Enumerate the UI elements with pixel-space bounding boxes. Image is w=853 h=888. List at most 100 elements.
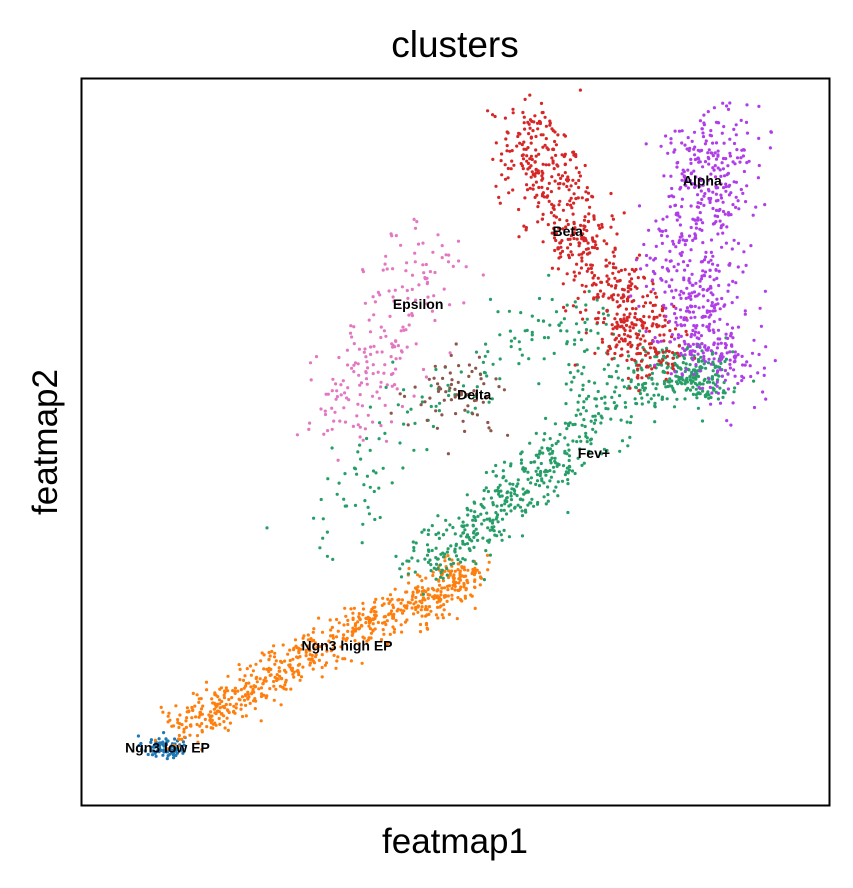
scatter-point — [410, 594, 415, 599]
scatter-point — [559, 245, 563, 249]
scatter-point — [486, 420, 490, 425]
scatter-point — [369, 352, 373, 356]
scatter-point — [507, 309, 511, 313]
scatter-point — [436, 382, 440, 386]
scatter-point — [581, 383, 585, 387]
scatter-point — [362, 350, 366, 354]
scatter-point — [613, 406, 618, 410]
scatter-point — [477, 355, 481, 359]
scatter-point — [461, 520, 465, 524]
scatter-point — [492, 525, 496, 529]
scatter-point — [200, 730, 204, 734]
scatter-point — [467, 363, 471, 367]
scatter-point — [331, 557, 335, 562]
scatter-point — [517, 207, 521, 212]
scatter-point — [684, 296, 688, 300]
scatter-point — [563, 162, 568, 166]
scatter-point — [615, 312, 619, 316]
scatter-point — [493, 114, 497, 119]
scatter-point — [653, 336, 657, 340]
scatter-point — [703, 360, 708, 364]
scatter-point — [749, 374, 753, 379]
scatter-point — [584, 190, 588, 194]
scatter-point — [412, 217, 416, 221]
scatter-point — [589, 263, 593, 267]
scatter-point — [161, 741, 165, 746]
scatter-point — [344, 614, 348, 618]
scatter-point — [520, 509, 524, 513]
scatter-point — [486, 350, 490, 354]
scatter-point — [392, 630, 396, 634]
scatter-point — [714, 268, 718, 272]
scatter-point — [730, 247, 734, 251]
scatter-point — [542, 357, 546, 361]
scatter-point — [580, 196, 584, 200]
scatter-point — [741, 270, 745, 274]
scatter-point — [466, 513, 470, 517]
scatter-point — [279, 703, 283, 707]
scatter-point — [328, 618, 332, 622]
scatter-point — [582, 227, 586, 231]
scatter-point — [436, 514, 440, 518]
scatter-point — [463, 594, 467, 598]
scatter-point — [712, 278, 716, 282]
scatter-point — [515, 484, 519, 488]
scatter-point — [716, 328, 721, 332]
scatter-point — [717, 269, 721, 273]
scatter-point — [531, 187, 535, 191]
scatter-point — [670, 289, 674, 293]
scatter-point — [629, 287, 633, 291]
scatter-point — [330, 446, 334, 450]
scatter-point — [425, 418, 429, 422]
scatter-point — [660, 397, 664, 401]
scatter-point — [613, 390, 617, 394]
scatter-point — [593, 351, 597, 355]
scatter-point — [200, 748, 204, 752]
scatter-point — [519, 452, 523, 456]
scatter-point — [711, 309, 715, 313]
scatter-point — [566, 422, 571, 426]
scatter-point — [241, 678, 246, 683]
scatter-point — [410, 273, 415, 277]
scatter-point — [550, 266, 555, 270]
scatter-point — [244, 714, 248, 718]
scatter-point — [226, 728, 230, 733]
scatter-point — [554, 442, 558, 446]
scatter-point — [729, 213, 733, 217]
scatter-point — [149, 738, 153, 742]
scatter-point — [696, 156, 700, 160]
scatter-point — [395, 609, 399, 613]
scatter-point — [307, 427, 311, 431]
scatter-point — [580, 423, 584, 427]
scatter-point — [716, 214, 720, 219]
scatter-point — [443, 552, 447, 556]
scatter-point — [439, 590, 443, 594]
scatter-point — [420, 614, 424, 618]
scatter-point — [447, 612, 451, 617]
scatter-point — [496, 486, 500, 490]
scatter-point — [357, 612, 361, 616]
scatter-point — [638, 342, 642, 346]
scatter-point — [536, 500, 540, 505]
scatter-point — [586, 267, 591, 271]
scatter-point — [453, 550, 457, 554]
scatter-point — [300, 643, 304, 647]
scatter-point — [188, 733, 192, 737]
scatter-point — [689, 381, 693, 385]
scatter-point — [368, 330, 373, 334]
scatter-point — [449, 398, 453, 402]
scatter-point — [593, 240, 597, 244]
scatter-point — [526, 490, 531, 494]
scatter-point — [535, 479, 540, 483]
scatter-point — [723, 342, 727, 346]
scatter-point — [498, 494, 502, 498]
scatter-point — [684, 329, 688, 333]
scatter-point — [630, 343, 634, 348]
scatter-point — [342, 633, 346, 637]
scatter-point — [471, 570, 475, 575]
scatter-point — [554, 215, 559, 219]
scatter-point — [634, 401, 638, 406]
scatter-point — [616, 364, 620, 368]
scatter-point — [353, 639, 357, 643]
scatter-point — [684, 362, 688, 366]
